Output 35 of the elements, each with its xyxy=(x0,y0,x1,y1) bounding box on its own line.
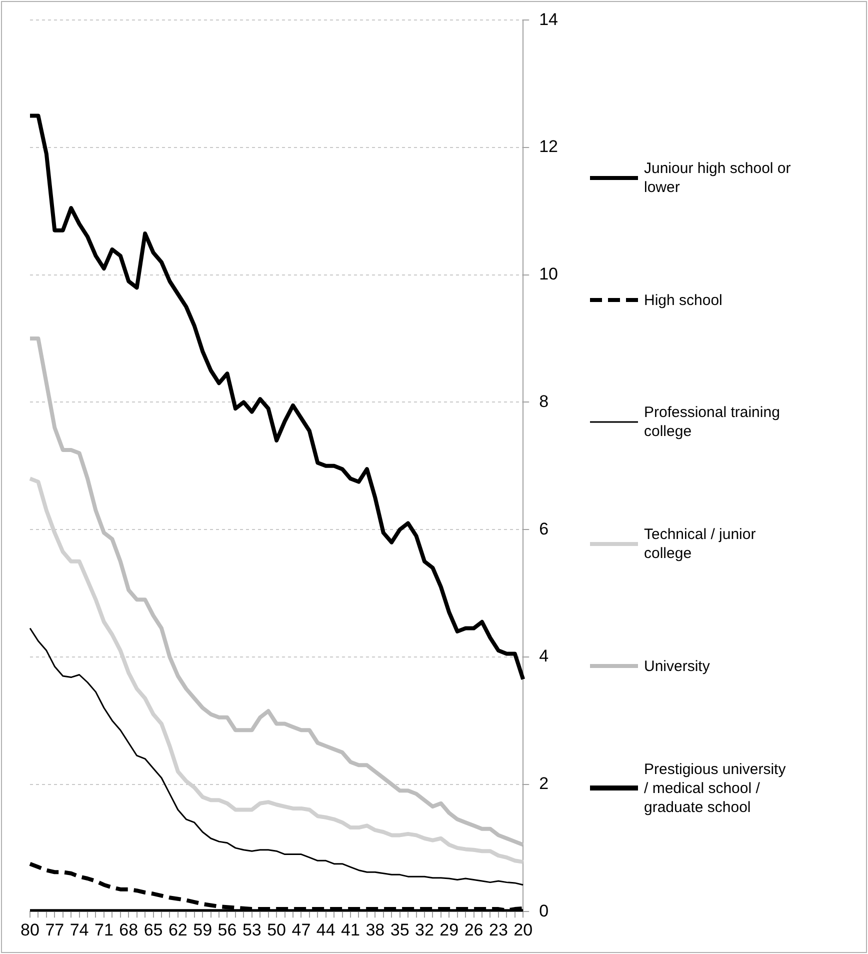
legend-label: High school xyxy=(644,290,724,310)
x-tick-label: 47 xyxy=(292,920,311,940)
x-tick-label: 53 xyxy=(242,920,262,940)
x-tick-label: 29 xyxy=(440,920,459,940)
y-tick-label: 8 xyxy=(539,392,549,411)
x-tick-label: 56 xyxy=(218,920,237,940)
legend-label: Technical / junior college xyxy=(644,525,757,563)
y-tick-label: 14 xyxy=(539,10,558,29)
x-tick-label: 80 xyxy=(20,920,40,940)
x-tick-label: 38 xyxy=(366,920,385,940)
x-tick-label: 77 xyxy=(45,920,64,940)
legend-label: Prestigious university / medical school / graduate school xyxy=(644,760,787,816)
x-tick-label: 62 xyxy=(168,920,188,940)
y-tick-label: 4 xyxy=(539,646,549,666)
x-tick-label: 35 xyxy=(390,920,410,940)
x-tick-label: 74 xyxy=(70,920,89,940)
y-tick-label: 2 xyxy=(539,774,549,793)
legend-label: Juniour high school or lower xyxy=(644,159,792,197)
x-tick-label: 71 xyxy=(94,920,114,940)
y-tick-label: 10 xyxy=(539,264,558,284)
y-tick-label: 6 xyxy=(539,519,549,538)
legend-label: University xyxy=(644,656,711,676)
x-tick-label: 20 xyxy=(514,920,533,940)
x-tick-label: 41 xyxy=(341,920,360,940)
x-tick-label: 50 xyxy=(267,920,286,940)
x-tick-label: 44 xyxy=(316,920,336,940)
y-tick-label: 12 xyxy=(539,137,558,156)
x-tick-label: 23 xyxy=(488,920,508,940)
y-tick-label: 0 xyxy=(539,901,549,920)
legend-label: Professional training college xyxy=(644,403,781,441)
x-tick-label: 59 xyxy=(193,920,212,940)
x-tick-label: 32 xyxy=(415,920,434,940)
x-tick-label: 65 xyxy=(144,920,163,940)
x-tick-label: 68 xyxy=(119,920,138,940)
x-tick-label: 26 xyxy=(464,920,484,940)
